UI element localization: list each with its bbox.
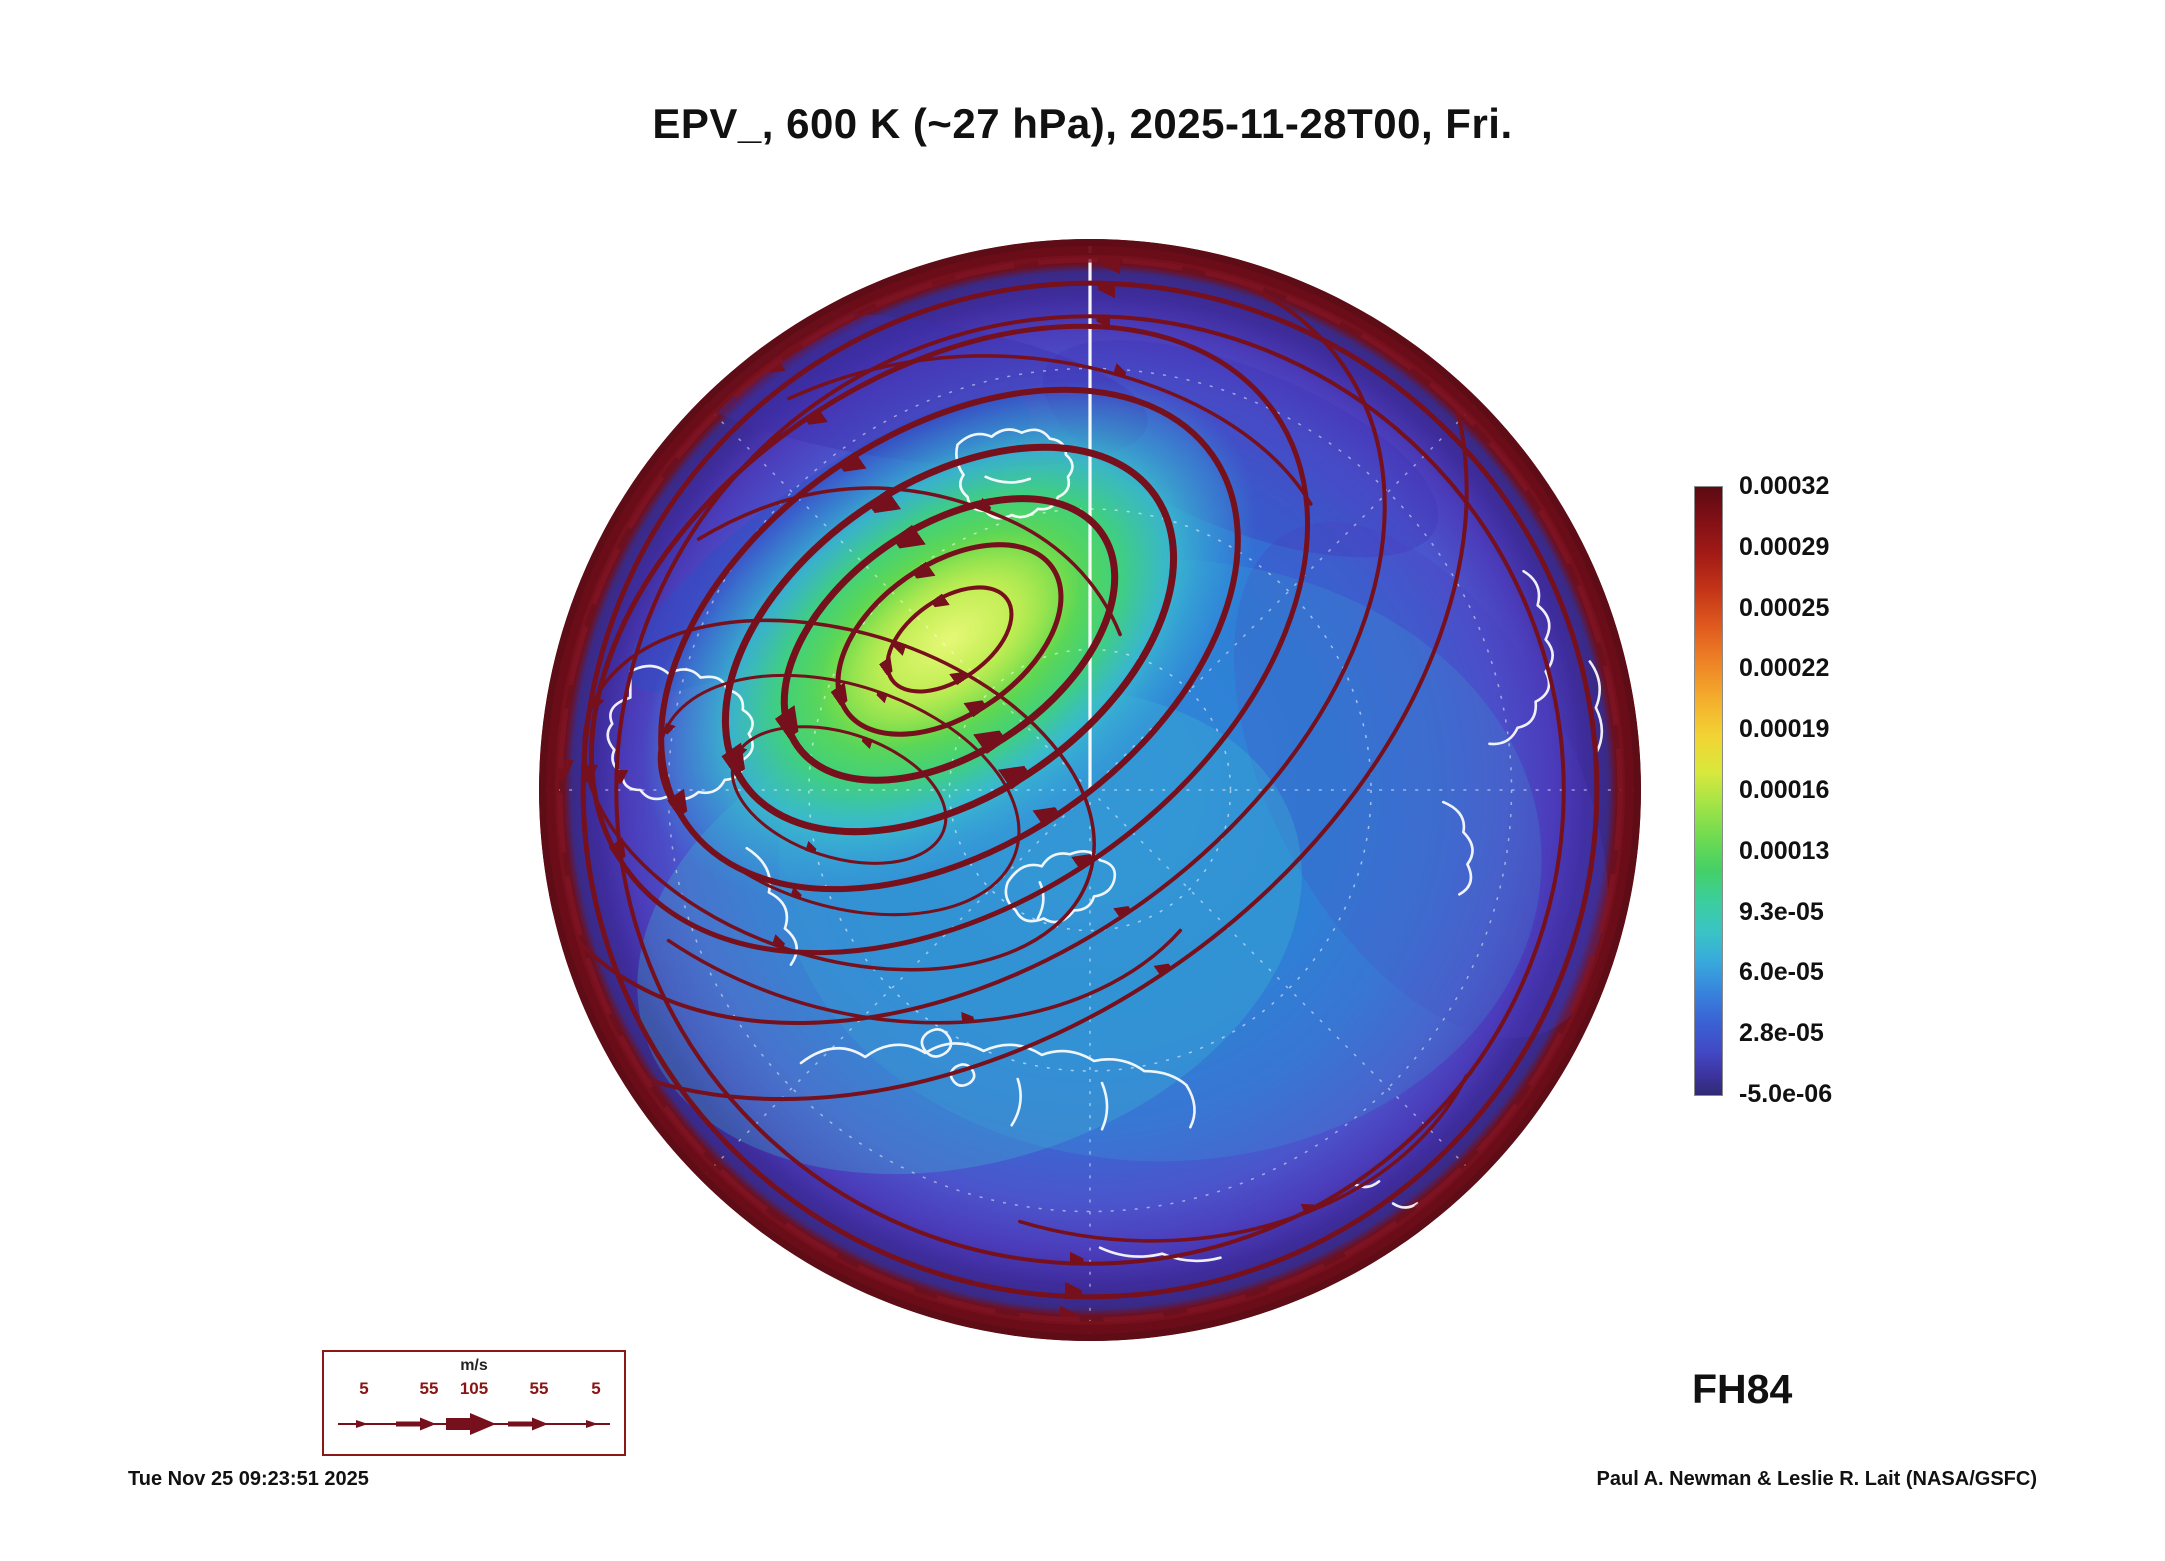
generation-timestamp: Tue Nov 25 09:23:51 2025 (128, 1468, 369, 1490)
credit-text: Paul A. Newman & Leslie R. Lait (NASA/GS… (1596, 1468, 2037, 1490)
wind-speed-tick: 55 (419, 1379, 439, 1398)
colorbar-tick: 0.00013 (1739, 836, 1830, 865)
wind-speed-tick: 5 (591, 1379, 601, 1398)
page-title: EPV_, 600 K (~27 hPa), 2025-11-28T00, Fr… (652, 100, 1513, 147)
colorbar-tick: 0.00029 (1739, 532, 1830, 561)
colorbar: 0.00032 0.00029 0.00025 0.00022 0.00019 … (1694, 473, 1832, 1120)
forecast-hour-label: FH84 (1692, 1366, 1793, 1412)
wind-speed-tick: 5 (359, 1379, 369, 1398)
colorbar-tick-labels: 0.00032 0.00029 0.00025 0.00022 0.00019 … (1739, 473, 1832, 1107)
colorbar-tick: 6.0e-05 (1739, 958, 1824, 987)
polar-map (539, 239, 1641, 1341)
wind-arrow-scale (338, 1413, 610, 1435)
colorbar-tick: 0.00032 (1739, 472, 1830, 500)
colorbar-tick: 9.3e-05 (1739, 897, 1824, 926)
wind-speed-tick: 55 (529, 1379, 549, 1398)
wind-speed-tick: 105 (459, 1379, 489, 1398)
colorbar-tick: 0.00019 (1739, 715, 1830, 744)
wind-speed-legend: m/s 5 55 105 55 5 (322, 1350, 626, 1456)
wind-streamlines (539, 239, 1627, 1327)
wind-units-label: m/s (460, 1357, 488, 1374)
colorbar-tick: 0.00022 (1739, 654, 1830, 683)
colorbar-gradient (1694, 486, 1723, 1096)
colorbar-tick: -5.0e-06 (1739, 1079, 1833, 1108)
colorbar-tick: 0.00025 (1739, 593, 1830, 622)
colorbar-tick: 0.00016 (1739, 775, 1830, 804)
high-epv-rim (539, 239, 1641, 1341)
colorbar-tick: 2.8e-05 (1739, 1019, 1824, 1048)
